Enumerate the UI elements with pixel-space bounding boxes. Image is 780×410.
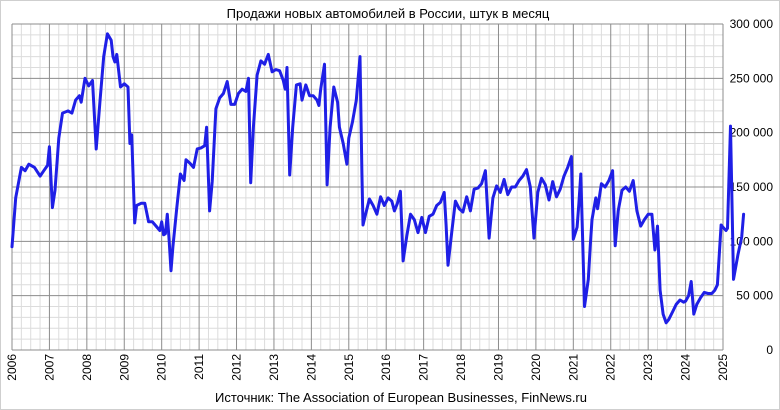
series-layer bbox=[10, 32, 746, 325]
x-tick-label: 2019 bbox=[491, 354, 505, 381]
y-tick-label: 300 000 bbox=[730, 17, 774, 31]
x-tick-label: 2006 bbox=[5, 354, 19, 381]
series-line bbox=[10, 32, 746, 325]
x-tick-label: 2020 bbox=[529, 354, 543, 381]
y-tick-label: 200 000 bbox=[730, 126, 774, 140]
x-axis-ticks: 2006 2007 2008 2009 2010 2011 2012 2013 2014 2015… bbox=[5, 354, 730, 381]
x-tick-label: 2013 bbox=[267, 354, 281, 381]
y-tick-label: 100 000 bbox=[730, 234, 774, 248]
x-tick-label: 2017 bbox=[417, 354, 431, 381]
x-tick-label: 2016 bbox=[379, 354, 393, 381]
x-tick-label: 2011 bbox=[192, 354, 206, 380]
x-tick-label: 2010 bbox=[155, 354, 169, 381]
x-tick-label: 2025 bbox=[716, 354, 730, 381]
x-tick-label: 2022 bbox=[604, 354, 618, 381]
x-tick-label: 2024 bbox=[679, 354, 693, 381]
x-tick-label: 2021 bbox=[566, 354, 580, 381]
chart-source: Источник: The Association of European Bu… bbox=[215, 390, 587, 405]
chart-title: Продажи новых автомобилей в России, штук… bbox=[227, 6, 550, 21]
y-tick-label: 0 bbox=[766, 343, 773, 357]
x-tick-label: 2012 bbox=[230, 354, 244, 381]
y-tick-label: 50 000 bbox=[736, 289, 773, 303]
x-tick-label: 2015 bbox=[342, 354, 356, 381]
y-axis-ticks: 0 50 000 100 000 150 000 200 000 250 000 300 0… bbox=[730, 17, 774, 357]
x-tick-label: 2008 bbox=[80, 354, 94, 381]
x-tick-label: 2014 bbox=[304, 354, 318, 381]
y-tick-label: 250 000 bbox=[730, 71, 774, 85]
x-tick-label: 2018 bbox=[454, 354, 468, 381]
y-tick-label: 150 000 bbox=[730, 180, 774, 194]
x-tick-label: 2009 bbox=[117, 354, 131, 381]
x-tick-label: 2023 bbox=[641, 354, 655, 381]
x-tick-label: 2007 bbox=[42, 354, 56, 381]
chart-grid bbox=[11, 23, 724, 351]
